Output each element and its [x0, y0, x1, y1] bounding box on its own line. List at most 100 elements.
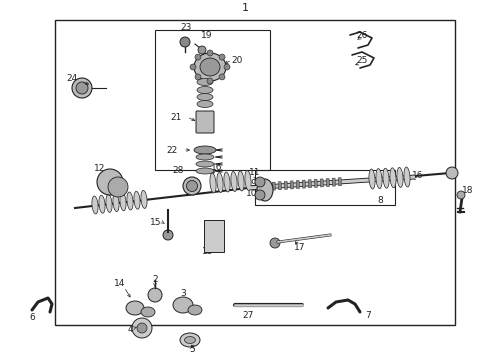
Ellipse shape: [126, 301, 144, 315]
Text: 11: 11: [249, 167, 261, 176]
Circle shape: [180, 37, 190, 47]
Text: 22: 22: [167, 145, 178, 154]
Ellipse shape: [224, 172, 230, 192]
Ellipse shape: [197, 100, 213, 108]
Ellipse shape: [257, 179, 273, 201]
Circle shape: [207, 78, 213, 84]
Ellipse shape: [217, 172, 223, 193]
Ellipse shape: [180, 333, 200, 347]
Text: 17: 17: [294, 243, 306, 252]
Ellipse shape: [245, 171, 251, 190]
Bar: [332, 178, 336, 186]
Text: 8: 8: [377, 195, 383, 204]
Text: 18: 18: [462, 185, 474, 194]
Text: 6: 6: [29, 314, 35, 323]
Text: 4: 4: [127, 325, 133, 334]
Text: 16: 16: [412, 171, 424, 180]
Ellipse shape: [196, 168, 214, 174]
Ellipse shape: [76, 82, 88, 94]
Text: 3: 3: [180, 288, 186, 297]
Ellipse shape: [196, 161, 214, 167]
Circle shape: [163, 230, 173, 240]
Ellipse shape: [197, 86, 213, 94]
Text: 27: 27: [243, 310, 254, 320]
Circle shape: [195, 54, 201, 60]
Ellipse shape: [197, 78, 213, 86]
Text: 15: 15: [150, 217, 162, 226]
Text: 12: 12: [94, 163, 106, 172]
Text: 5: 5: [189, 346, 195, 355]
Circle shape: [137, 323, 147, 333]
Ellipse shape: [404, 167, 410, 187]
Circle shape: [224, 64, 230, 70]
Bar: [278, 182, 281, 190]
Ellipse shape: [197, 94, 213, 100]
Text: 26: 26: [356, 31, 368, 40]
Text: 1: 1: [242, 3, 248, 13]
Bar: [296, 180, 299, 189]
Text: 25: 25: [356, 55, 368, 64]
Text: 10: 10: [246, 189, 258, 198]
Text: 23: 23: [180, 23, 192, 32]
Bar: [326, 179, 329, 186]
Bar: [314, 179, 318, 188]
Circle shape: [132, 318, 152, 338]
Ellipse shape: [369, 169, 375, 189]
Circle shape: [270, 238, 280, 248]
Ellipse shape: [196, 154, 214, 160]
Circle shape: [198, 46, 206, 54]
Bar: [272, 182, 275, 190]
Ellipse shape: [200, 58, 220, 76]
Ellipse shape: [397, 167, 403, 187]
Text: 16: 16: [211, 162, 223, 171]
Ellipse shape: [97, 169, 123, 195]
Ellipse shape: [120, 193, 126, 211]
Bar: [204, 220, 224, 252]
Ellipse shape: [210, 173, 216, 193]
Bar: [260, 183, 264, 191]
Text: 19: 19: [201, 31, 213, 40]
Text: 7: 7: [365, 310, 371, 320]
Circle shape: [190, 64, 196, 70]
Ellipse shape: [183, 177, 201, 195]
Ellipse shape: [99, 195, 105, 213]
Ellipse shape: [106, 194, 112, 212]
Bar: [308, 180, 312, 188]
Circle shape: [446, 167, 458, 179]
Text: 13: 13: [202, 248, 214, 256]
Text: 14: 14: [114, 279, 126, 288]
Bar: [320, 179, 323, 187]
Ellipse shape: [113, 194, 119, 212]
Ellipse shape: [194, 146, 216, 154]
Bar: [338, 177, 342, 186]
Text: 9: 9: [250, 179, 256, 188]
Ellipse shape: [134, 191, 140, 209]
FancyBboxPatch shape: [196, 111, 214, 133]
Ellipse shape: [376, 168, 382, 189]
Bar: [266, 183, 270, 190]
Ellipse shape: [255, 190, 265, 200]
Ellipse shape: [127, 192, 133, 210]
Ellipse shape: [188, 305, 202, 315]
Circle shape: [219, 74, 225, 80]
Ellipse shape: [108, 177, 128, 197]
Text: 28: 28: [172, 166, 184, 175]
Bar: [290, 181, 294, 189]
Ellipse shape: [194, 53, 226, 81]
Ellipse shape: [238, 171, 244, 191]
Bar: [302, 180, 305, 188]
Circle shape: [195, 74, 201, 80]
Text: 24: 24: [66, 73, 77, 82]
Bar: [155, 30, 270, 170]
Text: 2: 2: [152, 275, 158, 284]
Bar: [284, 181, 288, 189]
Ellipse shape: [141, 190, 147, 208]
Ellipse shape: [92, 196, 98, 214]
Ellipse shape: [231, 171, 237, 192]
Circle shape: [207, 50, 213, 56]
Circle shape: [457, 191, 465, 199]
Ellipse shape: [72, 78, 92, 98]
Circle shape: [148, 288, 162, 302]
Ellipse shape: [390, 168, 396, 188]
Text: 21: 21: [171, 112, 182, 122]
